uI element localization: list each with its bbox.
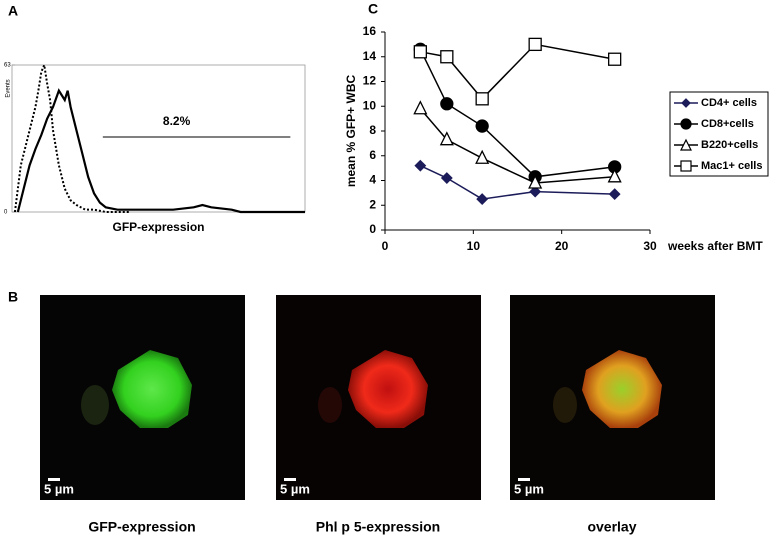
marker xyxy=(607,168,622,183)
marker xyxy=(439,131,454,146)
marker xyxy=(475,92,489,106)
marker xyxy=(608,188,621,201)
x-tick-label: 30 xyxy=(643,239,657,253)
cell xyxy=(112,350,192,428)
y-tick-label: 16 xyxy=(363,24,377,38)
legend-label: CD4+ cells xyxy=(701,97,757,109)
marker xyxy=(608,52,622,66)
marker xyxy=(476,193,489,205)
marker xyxy=(414,159,427,172)
marker xyxy=(440,97,454,111)
y-axis-label: mean % GFP+ WBC xyxy=(344,74,358,187)
blob xyxy=(318,387,342,423)
scale-bar xyxy=(518,478,530,481)
blob xyxy=(81,385,109,425)
legend-label: Mac1+ cells xyxy=(701,160,762,172)
x-axis-label: weeks after BMT xyxy=(667,239,763,253)
blob xyxy=(553,387,577,423)
legend-marker xyxy=(681,98,691,108)
image-panel xyxy=(40,295,715,500)
y-tick-label: 0 xyxy=(4,210,8,216)
image-caption: GFP-expression xyxy=(88,519,195,535)
y-tick-label: 2 xyxy=(369,197,376,211)
scale-bar xyxy=(48,478,60,481)
marker xyxy=(528,174,543,189)
x-tick-label: 0 xyxy=(382,239,389,253)
y-axis-label: Events xyxy=(6,79,12,97)
y-tick-label: 14 xyxy=(363,49,377,63)
legend-marker xyxy=(680,160,692,172)
panel-label: B xyxy=(8,289,18,305)
plot-frame xyxy=(11,64,306,213)
legend-label: B220+cells xyxy=(701,139,758,151)
image-caption: Phl p 5-expression xyxy=(316,519,440,535)
gate-label: 8.2% xyxy=(163,114,191,128)
y-tick-label: 0 xyxy=(369,222,376,236)
marker xyxy=(475,119,489,133)
legend-marker xyxy=(680,118,692,130)
marker xyxy=(413,100,428,115)
marker xyxy=(475,149,490,164)
series-line xyxy=(419,48,615,178)
histogram-curve xyxy=(16,88,305,214)
scale-bar-label: 5 µm xyxy=(44,481,74,496)
y-tick-label: 6 xyxy=(369,148,376,162)
cell xyxy=(348,350,428,428)
y-tick-label: 63 xyxy=(4,63,11,69)
scale-bar-label: 5 µm xyxy=(514,481,544,496)
legend-marker xyxy=(680,138,692,151)
y-tick-label: 8 xyxy=(369,123,376,137)
marker xyxy=(413,45,427,59)
cell xyxy=(582,350,662,428)
scale-bar-label: 5 µm xyxy=(280,481,310,496)
series-line xyxy=(419,108,615,184)
y-tick-label: 4 xyxy=(369,173,376,187)
scale-bar xyxy=(284,478,296,481)
image-caption: overlay xyxy=(587,519,636,535)
legend-label: CD8+cells xyxy=(701,118,754,130)
x-tick-label: 20 xyxy=(555,239,569,253)
panel-label: A xyxy=(8,3,18,19)
x-axis-label: GFP-expression xyxy=(112,220,204,234)
panel-label: C xyxy=(368,1,378,17)
y-tick-label: 12 xyxy=(363,74,377,88)
marker xyxy=(529,185,542,198)
marker xyxy=(440,172,453,184)
x-tick-label: 10 xyxy=(467,239,481,253)
marker xyxy=(440,50,454,64)
histogram-curve xyxy=(13,61,130,213)
marker xyxy=(528,37,542,52)
y-tick-label: 10 xyxy=(363,98,377,112)
